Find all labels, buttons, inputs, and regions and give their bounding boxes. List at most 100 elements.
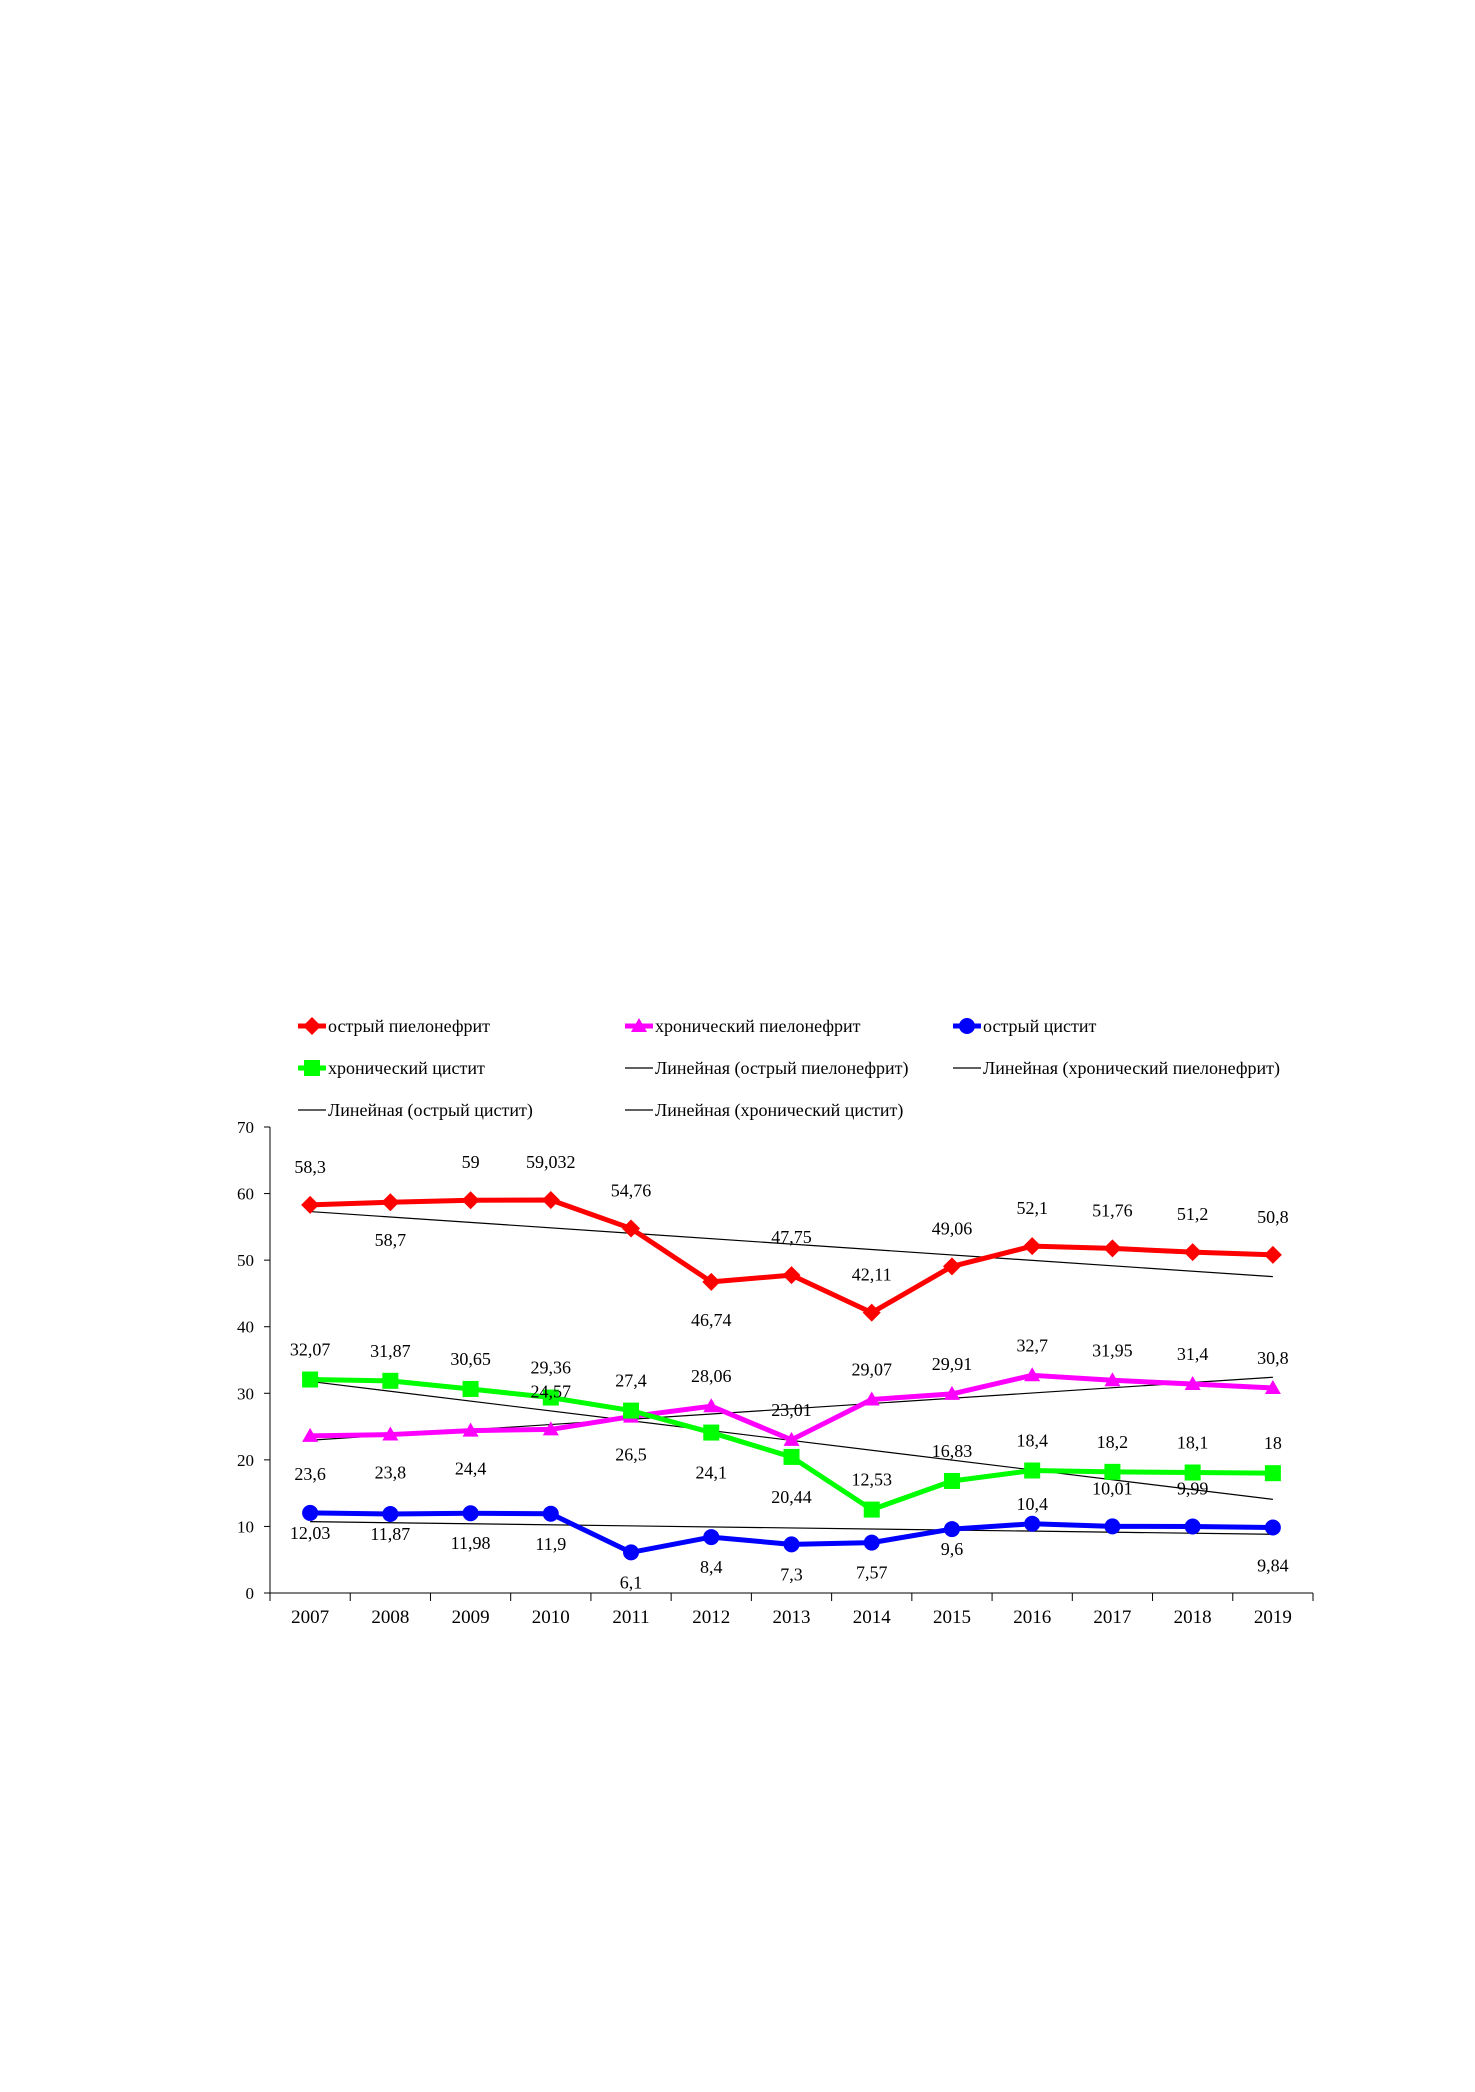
y-tick-label: 20 (237, 1451, 254, 1470)
data-point (702, 1272, 721, 1291)
data-label: 18,1 (1177, 1433, 1209, 1453)
data-labels: 58,3 58,7 59 59,032 54,76 46,74 47,75 42,11 49,0… (290, 1152, 1289, 1592)
data-label: 31,87 (370, 1341, 411, 1361)
data-label: 32,07 (290, 1340, 331, 1360)
data-point (783, 1448, 800, 1465)
data-label: 29,07 (851, 1359, 892, 1379)
data-point (1183, 1243, 1202, 1262)
data-point (623, 1402, 640, 1419)
data-point (1103, 1239, 1122, 1258)
x-tick-label: 2014 (853, 1607, 892, 1628)
data-point (703, 1398, 720, 1413)
trendline-линейная-острый-пиелонефрит (310, 1210, 1273, 1278)
labels-острый-пиелонефрит: 58,3 58,7 59 59,032 54,76 46,74 47,75 42,11 49,0… (294, 1152, 1288, 1330)
chart-axes: 0 10 20 30 40 50 60 70 2007 2008 2009 2010 2011 2012 2… (237, 1118, 1314, 1628)
data-label: 23,6 (294, 1464, 326, 1484)
labels-хронический-цистит: 32,07 31,87 30,65 29,36 27,4 24,1 20,44 12,53 16… (290, 1340, 1282, 1507)
data-point (542, 1505, 559, 1522)
legend-label: Линейная (острый пиелонефрит) (655, 1058, 908, 1079)
data-label: 47,75 (771, 1227, 812, 1247)
x-tick-label: 2011 (612, 1607, 649, 1628)
data-label: 29,36 (531, 1358, 572, 1378)
data-point (382, 1505, 399, 1522)
data-label: 58,3 (294, 1157, 326, 1177)
x-tick-label: 2018 (1174, 1607, 1212, 1628)
data-point (542, 1389, 559, 1406)
data-point (1104, 1463, 1121, 1480)
data-point (462, 1505, 479, 1522)
legend-marker (303, 1017, 321, 1035)
series-острый-цистит (302, 1504, 1281, 1561)
data-label: 31,4 (1177, 1344, 1209, 1364)
data-point (703, 1424, 720, 1441)
data-label: 51,76 (1092, 1200, 1133, 1220)
data-label: 6,1 (620, 1572, 643, 1592)
data-point (1104, 1372, 1121, 1387)
data-label: 10,01 (1092, 1478, 1133, 1498)
data-label: 51,2 (1177, 1204, 1209, 1224)
data-point (1024, 1515, 1041, 1532)
data-label: 30,65 (450, 1349, 491, 1369)
data-point (783, 1431, 800, 1446)
data-point (703, 1529, 720, 1546)
data-label: 11,87 (370, 1524, 410, 1544)
data-point (302, 1371, 319, 1388)
x-tick-label: 2010 (532, 1607, 570, 1628)
legend-item-хронический-цистит: хронический цистит (298, 1058, 485, 1078)
legend-label: Линейная (хронический цистит) (655, 1100, 903, 1121)
y-tick-label: 60 (237, 1185, 254, 1204)
data-label: 23,8 (375, 1463, 407, 1483)
legend-marker (631, 1018, 647, 1032)
x-tick-label: 2008 (371, 1607, 409, 1628)
legend-item-линейная-острый-пиелонефрит: Линейная (острый пиелонефрит) (625, 1058, 908, 1079)
data-point (382, 1426, 399, 1441)
legend-label: хронический пиелонефрит (655, 1016, 861, 1036)
data-label: 8,4 (700, 1557, 723, 1577)
legend-item-острый-цистит: острый цистит (953, 1016, 1097, 1036)
data-label: 24,57 (531, 1381, 572, 1401)
data-point (863, 1501, 880, 1518)
data-point (782, 1266, 801, 1285)
labels-хронический-пиелонефрит: 23,6 23,8 24,4 24,57 26,5 28,06 23,01 29,07 29,9… (294, 1335, 1288, 1484)
data-point (1184, 1375, 1201, 1390)
data-label: 11,9 (535, 1534, 566, 1554)
data-point (622, 1219, 641, 1238)
data-label: 27,4 (615, 1371, 647, 1391)
data-point (1263, 1245, 1282, 1264)
data-point (1184, 1518, 1201, 1535)
data-point (623, 1544, 640, 1561)
data-label: 54,76 (611, 1180, 652, 1200)
data-label: 32,7 (1016, 1335, 1048, 1355)
x-tick-label: 2007 (291, 1607, 329, 1628)
data-label: 58,7 (375, 1230, 407, 1250)
data-label: 24,1 (696, 1463, 728, 1483)
y-tick-label: 70 (237, 1118, 254, 1137)
data-point (863, 1534, 880, 1551)
data-point (541, 1191, 560, 1210)
data-label: 16,83 (932, 1441, 973, 1461)
data-label: 30,8 (1257, 1348, 1289, 1368)
legend-item-хронический-пиелонефрит: хронический пиелонефрит (625, 1016, 861, 1036)
x-tick-label: 2009 (452, 1607, 490, 1628)
data-series (301, 1191, 1282, 1561)
data-label: 29,91 (932, 1354, 973, 1374)
legend-item-линейная-острый-цистит: Линейная (острый цистит) (298, 1100, 533, 1121)
y-tick-label: 40 (237, 1318, 254, 1337)
y-tick-label: 30 (237, 1384, 254, 1403)
data-label: 23,01 (771, 1400, 812, 1420)
data-point (942, 1257, 961, 1276)
x-tick-label: 2016 (1013, 1607, 1051, 1628)
data-label: 49,06 (932, 1218, 973, 1238)
legend-label: Линейная (острый цистит) (328, 1100, 533, 1121)
data-label: 26,5 (615, 1445, 647, 1465)
data-point (461, 1191, 480, 1210)
legend-label: хронический цистит (328, 1058, 485, 1078)
data-point (943, 1472, 960, 1489)
x-tick-label: 2015 (933, 1607, 971, 1628)
legend-marker (304, 1060, 320, 1076)
data-label: 7,57 (856, 1563, 888, 1583)
legend-item-линейная-хронический-цистит: Линейная (хронический цистит) (625, 1100, 903, 1121)
data-point (1264, 1519, 1281, 1536)
y-tick-label: 50 (237, 1251, 254, 1270)
